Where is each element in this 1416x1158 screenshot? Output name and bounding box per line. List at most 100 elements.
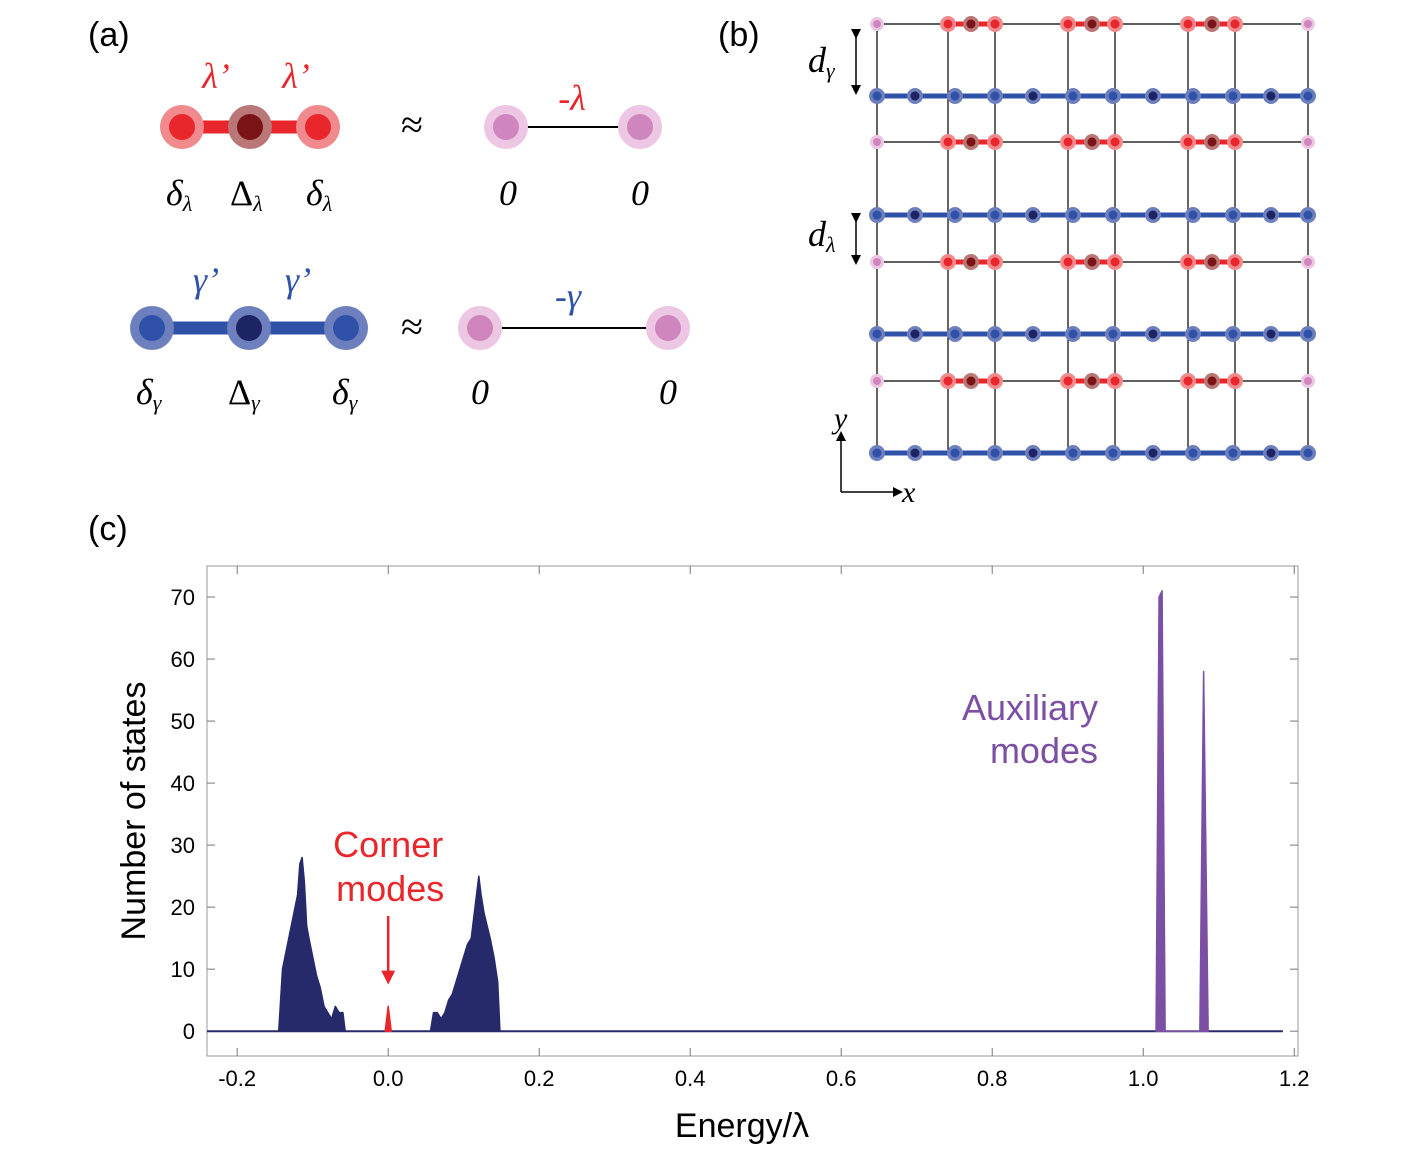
gamma-site-center	[236, 315, 262, 341]
lattice-lambda-center-site	[966, 376, 976, 386]
lattice-lambda-site	[1063, 376, 1073, 386]
d-lambda-label: dλ	[808, 214, 836, 257]
approx-symbol-top: ≈	[401, 102, 423, 147]
lattice-aux-site	[873, 377, 881, 385]
lattice-lambda-site	[1110, 19, 1120, 29]
lattice-lambda-site	[1230, 19, 1240, 29]
panel-label-a: (a)	[88, 16, 130, 54]
axis-label-y: y	[831, 402, 848, 435]
lattice-lambda-center-site	[1087, 137, 1097, 147]
lattice-gamma-center-site	[1148, 329, 1158, 339]
lattice-gamma-site	[1303, 210, 1313, 220]
lattice-lambda-site	[1063, 257, 1073, 267]
lattice-lambda-site	[1230, 137, 1240, 147]
lattice-gamma-center-site	[1028, 91, 1038, 101]
lattice-aux-site	[1304, 258, 1312, 266]
lattice-lambda-site	[990, 376, 1000, 386]
eff-hop-minus-gamma: -γ	[555, 276, 582, 316]
lattice-gamma-center-site	[910, 329, 920, 339]
y-tick-label: 50	[171, 709, 195, 734]
lattice-gamma-site	[872, 329, 882, 339]
lattice-gamma-center-site	[1148, 448, 1158, 458]
label-delta-lambda-left: δλ	[166, 173, 192, 216]
lattice-aux-site	[1304, 138, 1312, 146]
x-axis-title: Energy/λ	[675, 1107, 809, 1145]
eff-hop-minus-lambda: -λ	[558, 78, 586, 118]
x-tick-label: 0.4	[675, 1066, 706, 1091]
panel-label-b: (b)	[718, 16, 760, 54]
lattice-lambda-center-site	[1087, 19, 1097, 29]
lattice-lambda-center-site	[1087, 257, 1097, 267]
lattice-gamma-site	[1068, 448, 1078, 458]
lattice-gamma-site	[1068, 329, 1078, 339]
eff-onsite-right-top: 0	[631, 173, 649, 213]
y-tick-label: 70	[171, 585, 195, 610]
annotation-corner-modes-line2: modes	[336, 868, 444, 909]
lattice-lambda-center-site	[966, 19, 976, 29]
lattice-lambda-center-site	[1087, 376, 1097, 386]
x-tick-label: 0.6	[826, 1066, 857, 1091]
hop-lambda-prime-left: λ’	[201, 56, 230, 96]
x-tick-label: 1.2	[1279, 1066, 1310, 1091]
lattice-lambda-center-site	[1207, 19, 1217, 29]
lattice-lambda-site	[1230, 376, 1240, 386]
lattice-aux-site	[873, 20, 881, 28]
lattice-lambda-site	[943, 137, 953, 147]
lattice-aux-site	[1304, 377, 1312, 385]
label-Delta-gamma: Δγ	[228, 372, 261, 415]
label-delta-gamma-right: δγ	[332, 372, 359, 415]
lattice-gamma-site	[872, 448, 882, 458]
x-tick-label: 1.0	[1128, 1066, 1159, 1091]
lattice-gamma-site	[1303, 91, 1313, 101]
lattice-lambda-site	[943, 257, 953, 267]
lattice-gamma-center-site	[1028, 210, 1038, 220]
lattice-gamma-site	[1108, 448, 1118, 458]
lattice-lambda-site	[1063, 137, 1073, 147]
d-gamma-label: dγ	[808, 40, 836, 83]
lattice-gamma-center-site	[1148, 210, 1158, 220]
series-auxiliary-modes	[1155, 590, 1209, 1032]
y-axis-ticks: 0 10 20 30 40 50 60 70	[171, 585, 1298, 1044]
lattice-gamma-center-site	[1266, 210, 1276, 220]
panel-label-c: (c)	[88, 510, 128, 548]
lattice-gamma-site	[1228, 329, 1238, 339]
gamma-site-left	[139, 315, 165, 341]
eff-onsite-left-top: 0	[499, 173, 517, 213]
lambda-site-center	[237, 114, 263, 140]
lattice-lambda-center-site	[1207, 257, 1217, 267]
lattice-lambda-site	[943, 376, 953, 386]
lattice-aux-site	[1304, 20, 1312, 28]
lattice-lambda-site	[1183, 137, 1193, 147]
annotation-corner-modes-line1: Corner	[333, 824, 443, 865]
lattice-gamma-center-site	[1028, 329, 1038, 339]
lattice-lambda-site	[990, 257, 1000, 267]
x-tick-label: 0.0	[373, 1066, 404, 1091]
dos-chart: -0.2 0.0 0.2 0.4 0.6 0.8 1.0 1.2 0 10 20 30 40 50 60 7…	[115, 565, 1310, 1145]
lattice-lambda-site	[1110, 257, 1120, 267]
lattice-gamma-center-site	[1266, 91, 1276, 101]
lattice-gamma-site	[1108, 210, 1118, 220]
annotation-auxiliary-modes-line1: Auxiliary	[962, 687, 1098, 728]
lattice-gamma-site	[1188, 210, 1198, 220]
lattice-gamma-site	[1188, 448, 1198, 458]
x-tick-label: 0.8	[977, 1066, 1008, 1091]
lattice-gamma-site	[990, 329, 1000, 339]
lattice-lambda-center-site	[966, 137, 976, 147]
panel-a-lambda-trimer: λ’ λ’ δλ Δλ δλ ≈	[160, 56, 423, 216]
lattice-lambda-site	[1183, 257, 1193, 267]
lattice-gamma-site	[1068, 210, 1078, 220]
lattice-lambda-center-site	[966, 257, 976, 267]
lattice-gamma-site	[1228, 210, 1238, 220]
lattice-gamma-site	[990, 91, 1000, 101]
x-tick-label: -0.2	[218, 1066, 256, 1091]
hop-lambda-prime-right: λ’	[281, 56, 310, 96]
lambda-site-right	[305, 114, 331, 140]
x-axis-ticks: -0.2 0.0 0.2 0.4 0.6 0.8 1.0 1.2	[218, 566, 1310, 1091]
y-tick-label: 30	[171, 833, 195, 858]
plot-frame	[206, 565, 1299, 1057]
lattice-gamma-center-site	[910, 210, 920, 220]
lattice-gamma-site	[950, 91, 960, 101]
x-tick-label: 0.2	[524, 1066, 555, 1091]
lattice-aux-site	[873, 138, 881, 146]
lattice-gamma-center-site	[1028, 448, 1038, 458]
